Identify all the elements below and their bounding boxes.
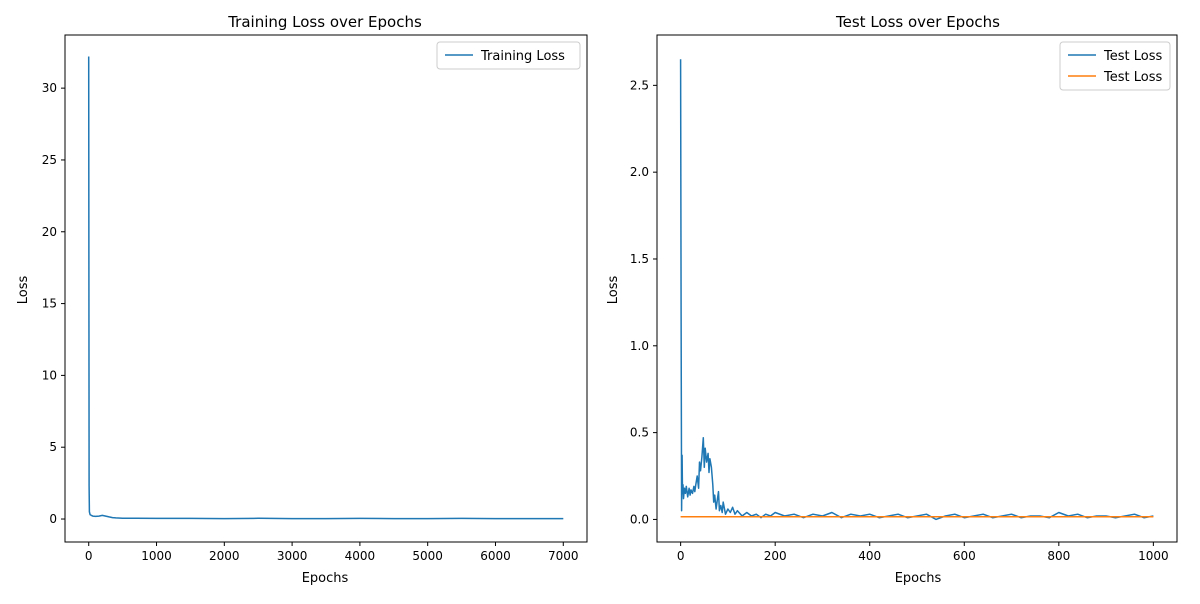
x-tick-label: 800 <box>1047 549 1070 563</box>
y-ticks: 0.0 0.5 1.0 1.5 2.0 2.5 <box>630 78 657 526</box>
y-tick-label: 30 <box>42 81 57 95</box>
legend-box <box>436 41 581 70</box>
x-ticks: 0 200 400 600 800 1000 <box>677 542 1169 563</box>
y-tick-label: 0 <box>49 512 57 526</box>
x-axis-label: Epochs <box>895 571 942 586</box>
x-tick-label: 400 <box>858 549 881 563</box>
test-loss-chart: Test Loss over Epochs Epochs Loss 0 200 40… <box>606 13 1178 586</box>
y-axis-label: Loss <box>16 276 31 305</box>
y-ticks: 0 5 10 15 20 25 30 <box>42 81 65 526</box>
series-line-0 <box>87 56 564 520</box>
y-tick-label: 2.0 <box>630 165 649 179</box>
x-tick-label: 0 <box>677 549 685 563</box>
y-tick-label: 0.0 <box>630 512 649 526</box>
legend-label: Test Loss <box>1103 49 1162 64</box>
x-tick-label: 5000 <box>412 549 443 563</box>
plot-frame <box>656 34 1178 543</box>
series-line-0 <box>679 59 1154 521</box>
y-tick-label: 1.5 <box>630 252 649 266</box>
y-tick-label: 1.0 <box>630 339 649 353</box>
x-tick-label: 7000 <box>548 549 579 563</box>
y-axis-label: Loss <box>606 276 621 305</box>
plot-frame <box>64 34 588 543</box>
x-tick-label: 4000 <box>345 549 376 563</box>
legend-box <box>1059 41 1171 91</box>
y-tick-label: 5 <box>49 440 57 454</box>
y-tick-label: 20 <box>42 225 57 239</box>
chart-title: Test Loss over Epochs <box>835 13 1000 31</box>
x-tick-label: 6000 <box>480 549 511 563</box>
y-tick-label: 0.5 <box>630 426 649 440</box>
y-tick-label: 15 <box>42 297 57 311</box>
training-loss-chart: Training Loss over Epochs Epochs Loss 0 1… <box>16 13 588 586</box>
legend-label: Training Loss <box>480 49 565 64</box>
legend: Test Loss Test Loss <box>1059 41 1171 91</box>
x-tick-label: 200 <box>764 549 787 563</box>
x-axis-label: Epochs <box>302 571 349 586</box>
x-tick-label: 1000 <box>141 549 172 563</box>
plot-lines <box>87 56 564 520</box>
y-tick-label: 25 <box>42 153 57 167</box>
x-tick-label: 3000 <box>277 549 308 563</box>
x-tick-label: 2000 <box>209 549 240 563</box>
legend: Training Loss <box>436 41 581 70</box>
plot-lines <box>679 59 1154 521</box>
x-tick-label: 600 <box>953 549 976 563</box>
chart-title: Training Loss over Epochs <box>227 13 422 31</box>
y-tick-label: 2.5 <box>630 78 649 92</box>
legend-label: Test Loss <box>1103 70 1162 85</box>
x-tick-label: 1000 <box>1138 549 1169 563</box>
x-tick-label: 0 <box>85 549 93 563</box>
y-tick-label: 10 <box>42 368 57 382</box>
x-ticks: 0 1000 2000 3000 4000 5000 6000 7000 <box>85 542 579 563</box>
